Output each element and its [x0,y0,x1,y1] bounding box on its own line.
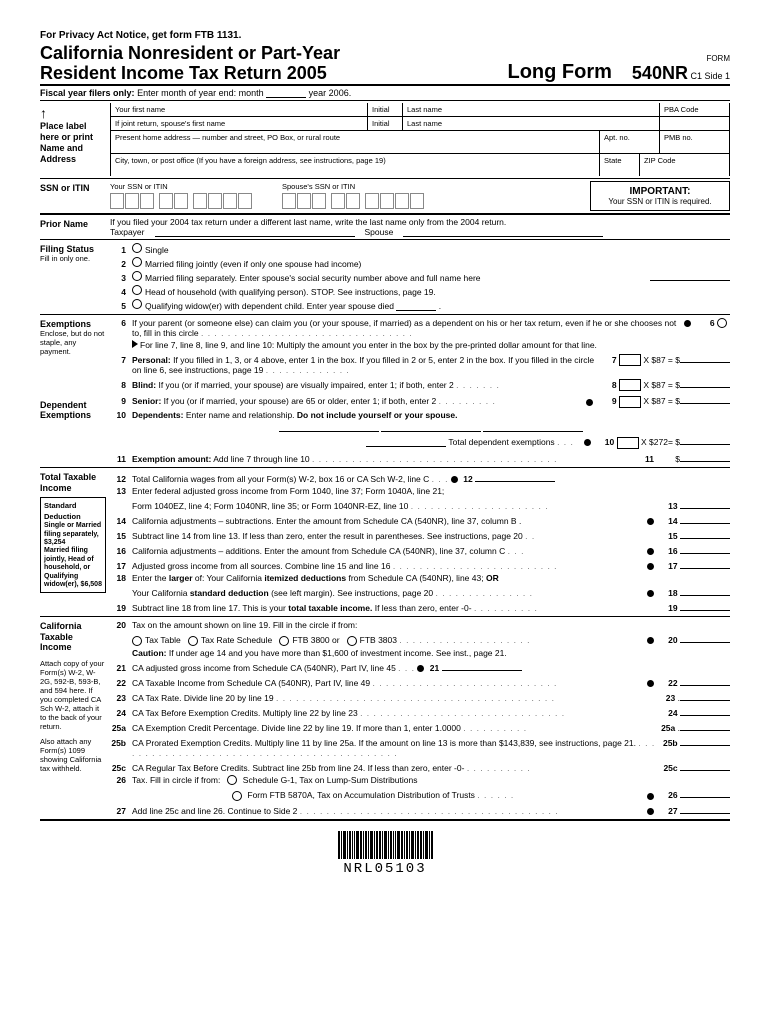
form-title-1: California Nonresident or Part-Year [40,44,487,64]
state-field[interactable]: State [600,154,640,176]
barcode [40,831,730,859]
filing-mfs-radio[interactable] [132,271,142,281]
initial-field[interactable]: Initial [368,103,403,116]
name-addr-label: Name and Address [40,143,83,164]
long-form-label: Long Form [487,61,631,84]
ssn-section: SSN or ITIN Your SSN or ITIN Spouse's SS… [40,179,730,215]
exemptions-section: ExemptionsEnclose, but do not staple, an… [40,315,730,468]
schedule-g1-radio[interactable] [227,775,237,785]
ca-taxable-income-section: California Taxable Income Attach copy of… [40,617,730,821]
privacy-notice: For Privacy Act Notice, get form FTB 113… [40,30,730,41]
form-word: FORM [632,54,730,63]
your-ssn-input[interactable] [110,193,252,209]
ftb3803-radio[interactable] [347,636,357,646]
form-title-2: Resident Income Tax Return 2005 [40,64,487,84]
important-notice: IMPORTANT: Your SSN or ITIN is required. [590,181,730,211]
spouse-ssn-input[interactable] [282,193,424,209]
spouse-ssn-label: Spouse's SSN or ITIN [282,182,424,191]
ftb5870a-radio[interactable] [232,791,242,801]
form-header: California Nonresident or Part-Year Resi… [40,44,730,86]
filing-mfj-radio[interactable] [132,257,142,267]
line6-circle[interactable] [717,318,727,328]
last-name-field[interactable]: Last name [403,103,660,116]
line7-box[interactable] [619,354,641,366]
apt-field[interactable]: Apt. no. [600,131,660,153]
total-taxable-income-section: Total Taxable Income Standard Deduction … [40,468,730,617]
address-field[interactable]: Present home address — number and street… [111,131,600,153]
spouse-first-name-field[interactable]: If joint return, spouse's first name [111,117,368,130]
prior-name-section: Prior Name If you filed your 2004 tax re… [40,215,730,240]
tax-rate-radio[interactable] [188,636,198,646]
line8-box[interactable] [619,379,641,391]
standard-deduction-box: Standard Deduction Single or Married fil… [40,497,106,593]
pmb-field[interactable]: PMB no. [660,131,730,153]
filing-qw-radio[interactable] [132,299,142,309]
ftb3800-radio[interactable] [279,636,289,646]
filing-single-radio[interactable] [132,243,142,253]
city-field[interactable]: City, town, or post office (If you have … [111,154,600,176]
zip-field[interactable]: ZIP Code [640,154,730,176]
place-label: Place label here or print [40,121,93,142]
your-ssn-label: Your SSN or ITIN [110,182,252,191]
form-side: C1 Side 1 [690,71,730,81]
first-name-field[interactable]: Your first name [111,103,368,116]
filing-hoh-radio[interactable] [132,285,142,295]
line9-box[interactable] [619,396,641,408]
fiscal-year-row: Fiscal year filers only: Enter month of … [40,86,730,101]
spouse-initial-field[interactable]: Initial [368,117,403,130]
filing-status-section: Filing StatusFill in only one. 1Single 2… [40,240,730,315]
line10-box[interactable] [617,437,639,449]
pba-code-field[interactable]: PBA Code [660,103,730,116]
form-number: 540NR [632,63,688,83]
spouse-last-name-field[interactable]: Last name [403,117,660,130]
name-section: ↑ Place label here or print Name and Add… [40,101,730,179]
form-code: NRL05103 [40,861,730,877]
tax-table-radio[interactable] [132,636,142,646]
